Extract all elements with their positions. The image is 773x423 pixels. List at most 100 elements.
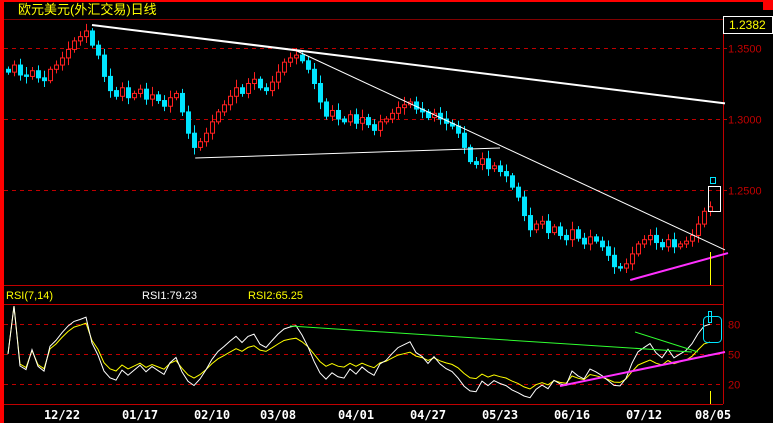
price-tick-label: 1.2500 bbox=[728, 186, 762, 198]
corner-button[interactable] bbox=[763, 0, 773, 10]
date-tick-label: 02/10 bbox=[194, 408, 230, 422]
candle-down bbox=[186, 105, 191, 139]
marker-box bbox=[710, 177, 716, 184]
price-trendline[interactable] bbox=[195, 147, 501, 159]
date-tick-label: 07/12 bbox=[626, 408, 662, 422]
candle-up bbox=[288, 52, 293, 68]
candle-down bbox=[24, 67, 29, 84]
candle-down bbox=[6, 66, 11, 75]
candle-up bbox=[30, 67, 35, 80]
price-trendline[interactable] bbox=[91, 24, 726, 105]
candle-down bbox=[312, 63, 317, 90]
candle-up bbox=[570, 221, 575, 247]
candle-up bbox=[402, 96, 407, 115]
top-border bbox=[0, 0, 773, 2]
candle-down bbox=[426, 109, 431, 121]
candle-up bbox=[66, 41, 71, 66]
candle-up bbox=[228, 90, 233, 111]
candle-up bbox=[282, 58, 287, 76]
date-tick-label: 05/23 bbox=[482, 408, 518, 422]
rsi-trendline[interactable] bbox=[559, 351, 726, 387]
date-tick-label: 03/08 bbox=[260, 408, 296, 422]
rsi-trendline[interactable] bbox=[634, 331, 699, 353]
candle-down bbox=[528, 207, 533, 237]
candle-up bbox=[216, 109, 221, 125]
rsi-tick-label: 50 bbox=[728, 350, 740, 362]
candle-down bbox=[612, 247, 617, 274]
candle-up bbox=[348, 110, 353, 126]
rsi-marker bbox=[708, 311, 712, 323]
rsi-tick-label: 20 bbox=[728, 380, 740, 392]
candle-down bbox=[180, 88, 185, 116]
candle-up bbox=[174, 90, 179, 101]
rsi-name: RSI(7,14) bbox=[6, 290, 53, 302]
candle-down bbox=[414, 96, 419, 114]
candle-down bbox=[450, 119, 455, 130]
candle-down bbox=[504, 164, 509, 183]
candle-up bbox=[702, 207, 707, 228]
candle-down bbox=[318, 75, 323, 110]
price-trendline[interactable] bbox=[629, 252, 729, 281]
candle-up bbox=[696, 216, 701, 243]
date-tick-label: 04/01 bbox=[338, 408, 374, 422]
candle-up bbox=[636, 241, 641, 257]
candle-down bbox=[456, 120, 461, 139]
candle-up bbox=[588, 229, 593, 251]
candle-up bbox=[552, 224, 557, 236]
candle-down bbox=[618, 262, 623, 272]
candle-down bbox=[486, 150, 491, 176]
candle-down bbox=[654, 227, 659, 250]
left-border bbox=[0, 0, 4, 423]
candle-down bbox=[600, 236, 605, 251]
candle-up bbox=[480, 152, 485, 171]
candle-down bbox=[582, 232, 587, 249]
candle-down bbox=[108, 68, 113, 98]
price-tick-label: 1.3500 bbox=[728, 44, 762, 56]
candle-up bbox=[222, 100, 227, 116]
date-tick-label: 01/17 bbox=[122, 408, 158, 422]
candle-down bbox=[306, 56, 311, 74]
candle-down bbox=[366, 113, 371, 129]
date-tick-label: 12/22 bbox=[44, 408, 80, 422]
candle-up bbox=[168, 90, 173, 113]
candle-down bbox=[606, 240, 611, 261]
rsi1-value: RSI1:79.23 bbox=[142, 290, 197, 302]
candle-down bbox=[498, 160, 503, 177]
candle-up bbox=[54, 60, 59, 74]
candle-up bbox=[234, 79, 239, 104]
candle-down bbox=[192, 125, 197, 155]
candle-up bbox=[48, 66, 53, 84]
candle-up bbox=[132, 90, 137, 101]
candle-down bbox=[468, 144, 473, 165]
rsi2-line bbox=[7, 305, 711, 390]
candle-up bbox=[60, 51, 65, 71]
candle-down bbox=[156, 91, 161, 104]
candle-down bbox=[576, 226, 581, 242]
candle-up bbox=[276, 64, 281, 90]
candle-down bbox=[672, 232, 677, 254]
rsi-tick-label: 80 bbox=[728, 320, 740, 332]
candle-down bbox=[36, 65, 41, 83]
candle-down bbox=[324, 98, 329, 120]
candle-down bbox=[96, 40, 101, 60]
candle-down bbox=[264, 83, 269, 95]
price-trendline[interactable] bbox=[294, 49, 726, 251]
selection-box-rsi[interactable] bbox=[703, 316, 722, 343]
candle-down bbox=[126, 80, 131, 105]
candle-down bbox=[258, 76, 263, 91]
selection-box-price[interactable] bbox=[708, 186, 721, 212]
candle-up bbox=[252, 72, 257, 90]
candle-up bbox=[78, 31, 83, 46]
candle-down bbox=[42, 70, 47, 88]
candle-up bbox=[150, 86, 155, 107]
candle-down bbox=[18, 58, 23, 81]
candle-down bbox=[438, 107, 443, 125]
candle-up bbox=[72, 37, 77, 53]
candle-down bbox=[474, 157, 479, 169]
candle-down bbox=[102, 48, 107, 83]
candle-up bbox=[12, 60, 17, 77]
rsi-trendline[interactable] bbox=[289, 325, 693, 353]
candle-down bbox=[558, 222, 563, 240]
candle-down bbox=[510, 172, 515, 190]
